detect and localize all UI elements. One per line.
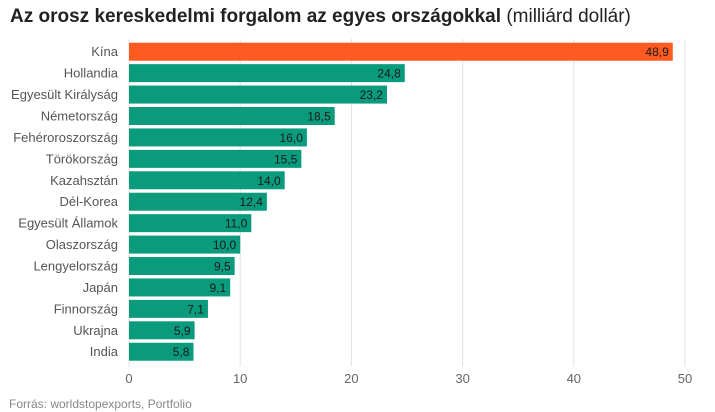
category-label: Németország <box>41 109 118 124</box>
data-label: 15,5 <box>274 152 298 166</box>
bar <box>129 64 405 83</box>
chart-title: Az orosz kereskedelmi forgalom az egyes … <box>10 6 631 28</box>
category-label: Hollandia <box>64 66 119 81</box>
x-tick-label: 50 <box>678 371 692 386</box>
data-label: 9,5 <box>214 260 231 274</box>
x-tick-label: 40 <box>567 371 581 386</box>
bar <box>129 299 208 318</box>
chart-title-main: Az orosz kereskedelmi forgalom az egyes … <box>10 6 502 27</box>
category-label: Dél-Korea <box>59 194 118 209</box>
bar <box>129 214 252 233</box>
category-label: Törökország <box>46 151 118 166</box>
category-label: Olaszország <box>46 237 118 252</box>
category-label: Japán <box>83 280 118 295</box>
data-label: 5,8 <box>173 345 190 359</box>
bar <box>129 128 307 147</box>
bar <box>129 192 267 211</box>
category-label: Lengyelország <box>33 259 118 274</box>
data-label: 10,0 <box>213 238 237 252</box>
data-label: 23,2 <box>360 88 384 102</box>
data-label: 11,0 <box>225 217 248 231</box>
bar <box>129 342 194 361</box>
data-label: 48,9 <box>645 45 669 59</box>
category-label: Kazahsztán <box>50 173 118 188</box>
data-label: 9,1 <box>210 281 227 295</box>
bar <box>129 149 302 168</box>
x-tick-label: 10 <box>233 371 247 386</box>
data-label: 16,0 <box>280 131 304 145</box>
category-label: Finnország <box>54 301 118 316</box>
category-label: Fehéroroszország <box>13 130 118 145</box>
bar <box>129 85 387 104</box>
data-label: 14,0 <box>257 174 281 188</box>
bar <box>129 107 335 126</box>
data-label: 7,1 <box>187 302 204 316</box>
bar <box>129 235 241 254</box>
data-label: 5,9 <box>174 324 191 338</box>
bar <box>129 257 235 276</box>
category-label: India <box>90 344 119 359</box>
chart-title-unit: (milliárd dollár) <box>506 6 631 27</box>
category-label: Kína <box>91 44 119 59</box>
category-label: Ukrajna <box>73 323 119 338</box>
category-label: Egyesült Királyság <box>11 87 118 102</box>
bar <box>129 278 231 297</box>
bar <box>129 321 195 340</box>
data-label: 24,8 <box>377 67 401 81</box>
x-tick-label: 0 <box>125 371 132 386</box>
source-note: Forrás: worldstopexports, Portfolio <box>9 397 192 411</box>
data-label: 12,4 <box>240 195 264 209</box>
x-tick-label: 30 <box>455 371 469 386</box>
data-label: 18,5 <box>307 110 331 124</box>
category-label: Egyesült Államok <box>18 216 118 231</box>
bar <box>129 171 285 190</box>
bar <box>129 42 673 61</box>
x-tick-label: 20 <box>344 371 358 386</box>
